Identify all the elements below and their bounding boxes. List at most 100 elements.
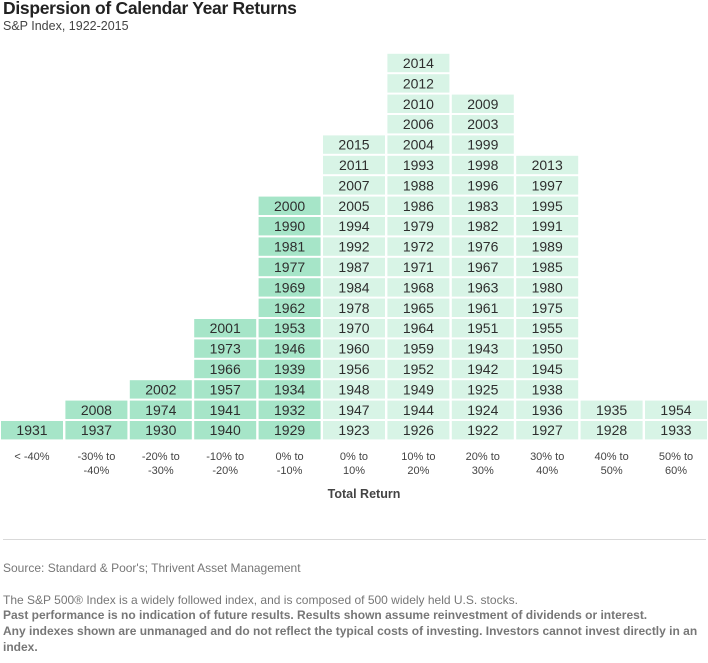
category-label: 20% to 30% [466, 451, 500, 477]
year-cell: 1930 [129, 421, 192, 440]
year-cell: 1943 [451, 339, 514, 358]
year-label: 1933 [660, 422, 691, 438]
year-label: 1943 [467, 341, 498, 357]
year-cell-bg [323, 217, 385, 236]
disclaimer-performance: Past performance is no indication of fut… [3, 608, 648, 622]
year-label: 1954 [660, 402, 691, 418]
year-cell-bg [516, 176, 579, 195]
year-cell: 2012 [387, 74, 450, 93]
year-cell-bg [580, 421, 643, 440]
year-label: 1999 [467, 137, 498, 153]
bar-column: 1926 1944 1949 1952 1959 1964 1965 1968 1971 1972… [387, 53, 450, 440]
year-label: 2006 [403, 116, 434, 132]
year-cell-bg [645, 421, 707, 440]
category-label-line: 10% [343, 465, 365, 477]
year-cell: 2007 [323, 176, 385, 195]
category-label-line: -40% [84, 465, 110, 477]
year-cell-bg [387, 94, 450, 113]
year-label: 1935 [596, 402, 627, 418]
year-label: 2009 [467, 96, 498, 112]
year-cell-bg [258, 400, 321, 419]
category-label-line: 20% to [466, 451, 500, 463]
year-cell-bg [194, 339, 257, 358]
year-cell-bg [258, 421, 321, 440]
year-cell-bg [65, 400, 128, 419]
year-cell: 1945 [516, 359, 579, 379]
year-cell-bg [65, 421, 128, 440]
year-cell-bg [451, 339, 514, 358]
category-label-line: < -40% [14, 451, 49, 463]
bar-column: 1940 1941 1957 1966 1973 2001 [194, 319, 257, 440]
year-label: 1968 [403, 279, 434, 295]
year-cell-bg [516, 257, 579, 277]
disclaimer-index: The S&P 500® Index is a widely followed … [3, 593, 518, 607]
year-label: 1938 [532, 381, 563, 397]
year-label: 2011 [339, 157, 369, 173]
year-cell: 1995 [516, 196, 579, 215]
year-label: 1981 [274, 239, 305, 255]
year-cell-bg [323, 359, 385, 379]
source-note: Source: Standard & Poor's; Thrivent Asse… [3, 561, 301, 575]
year-label: 1940 [210, 422, 241, 438]
year-cell: 1948 [323, 380, 385, 399]
category-label: < -40% [14, 451, 49, 463]
year-label: 1976 [467, 239, 498, 255]
year-cell: 1949 [387, 380, 450, 399]
year-cell: 1925 [451, 380, 514, 399]
year-cell-bg [194, 319, 257, 338]
year-label: 1963 [467, 279, 498, 295]
year-label: 1987 [338, 259, 369, 275]
year-cell: 1969 [258, 278, 321, 297]
year-cell: 1931 [1, 421, 63, 440]
year-label: 2014 [403, 55, 434, 71]
year-cell: 1993 [387, 155, 450, 175]
year-cell: 1972 [387, 237, 450, 256]
category-label-line: -20% to [142, 451, 180, 463]
year-cell: 1975 [516, 298, 579, 317]
year-label: 1927 [532, 422, 563, 438]
year-label: 1961 [467, 300, 498, 316]
year-cell-bg [258, 237, 321, 256]
year-label: 2002 [145, 381, 176, 397]
year-cell: 1979 [387, 217, 450, 236]
year-cell-bg [323, 421, 385, 440]
year-cell-bg [387, 339, 450, 358]
category-label-line: 30% to [530, 451, 564, 463]
category-label: 40% to 50% [594, 451, 628, 477]
year-label: 2013 [532, 157, 563, 173]
year-label: 1946 [274, 341, 305, 357]
year-cell-bg [451, 421, 514, 440]
year-label: 1985 [532, 259, 563, 275]
category-label-line: 30% [472, 465, 494, 477]
bar-column: 1930 1974 2002 [129, 380, 192, 440]
year-cell: 1932 [258, 400, 321, 419]
year-cell: 1923 [323, 421, 385, 440]
year-label: 1932 [274, 402, 305, 418]
year-cell-bg [516, 380, 579, 399]
year-cell-bg [258, 298, 321, 317]
year-cell: 2006 [387, 115, 450, 134]
year-label: 2000 [274, 198, 305, 214]
year-label: 1994 [338, 218, 369, 234]
year-cell: 2009 [451, 94, 514, 113]
year-cell-bg [451, 257, 514, 277]
year-label: 1934 [274, 381, 305, 397]
bar-column: 1929 1932 1934 1939 1946 1953 1962 1969 1977 1981… [258, 196, 321, 440]
year-label: 2008 [81, 402, 112, 418]
bar-column: 1923 1947 1948 1956 1960 1970 1978 1984 1987 1992… [323, 135, 385, 440]
year-cell: 2002 [129, 380, 192, 399]
year-cell: 1959 [387, 339, 450, 358]
year-cell: 1927 [516, 421, 579, 440]
year-cell: 2001 [194, 319, 257, 338]
year-label: 1971 [403, 259, 434, 275]
year-cell: 2015 [323, 135, 385, 154]
year-label: 1949 [403, 381, 434, 397]
year-label: 1947 [338, 402, 369, 418]
year-cell-bg [387, 196, 450, 215]
category-label-line: -30% to [77, 451, 115, 463]
year-cell-bg [387, 359, 450, 379]
year-cell: 1989 [516, 237, 579, 256]
category-label-line: 60% [665, 465, 687, 477]
year-cell-bg [516, 339, 579, 358]
year-label: 1944 [403, 402, 434, 418]
